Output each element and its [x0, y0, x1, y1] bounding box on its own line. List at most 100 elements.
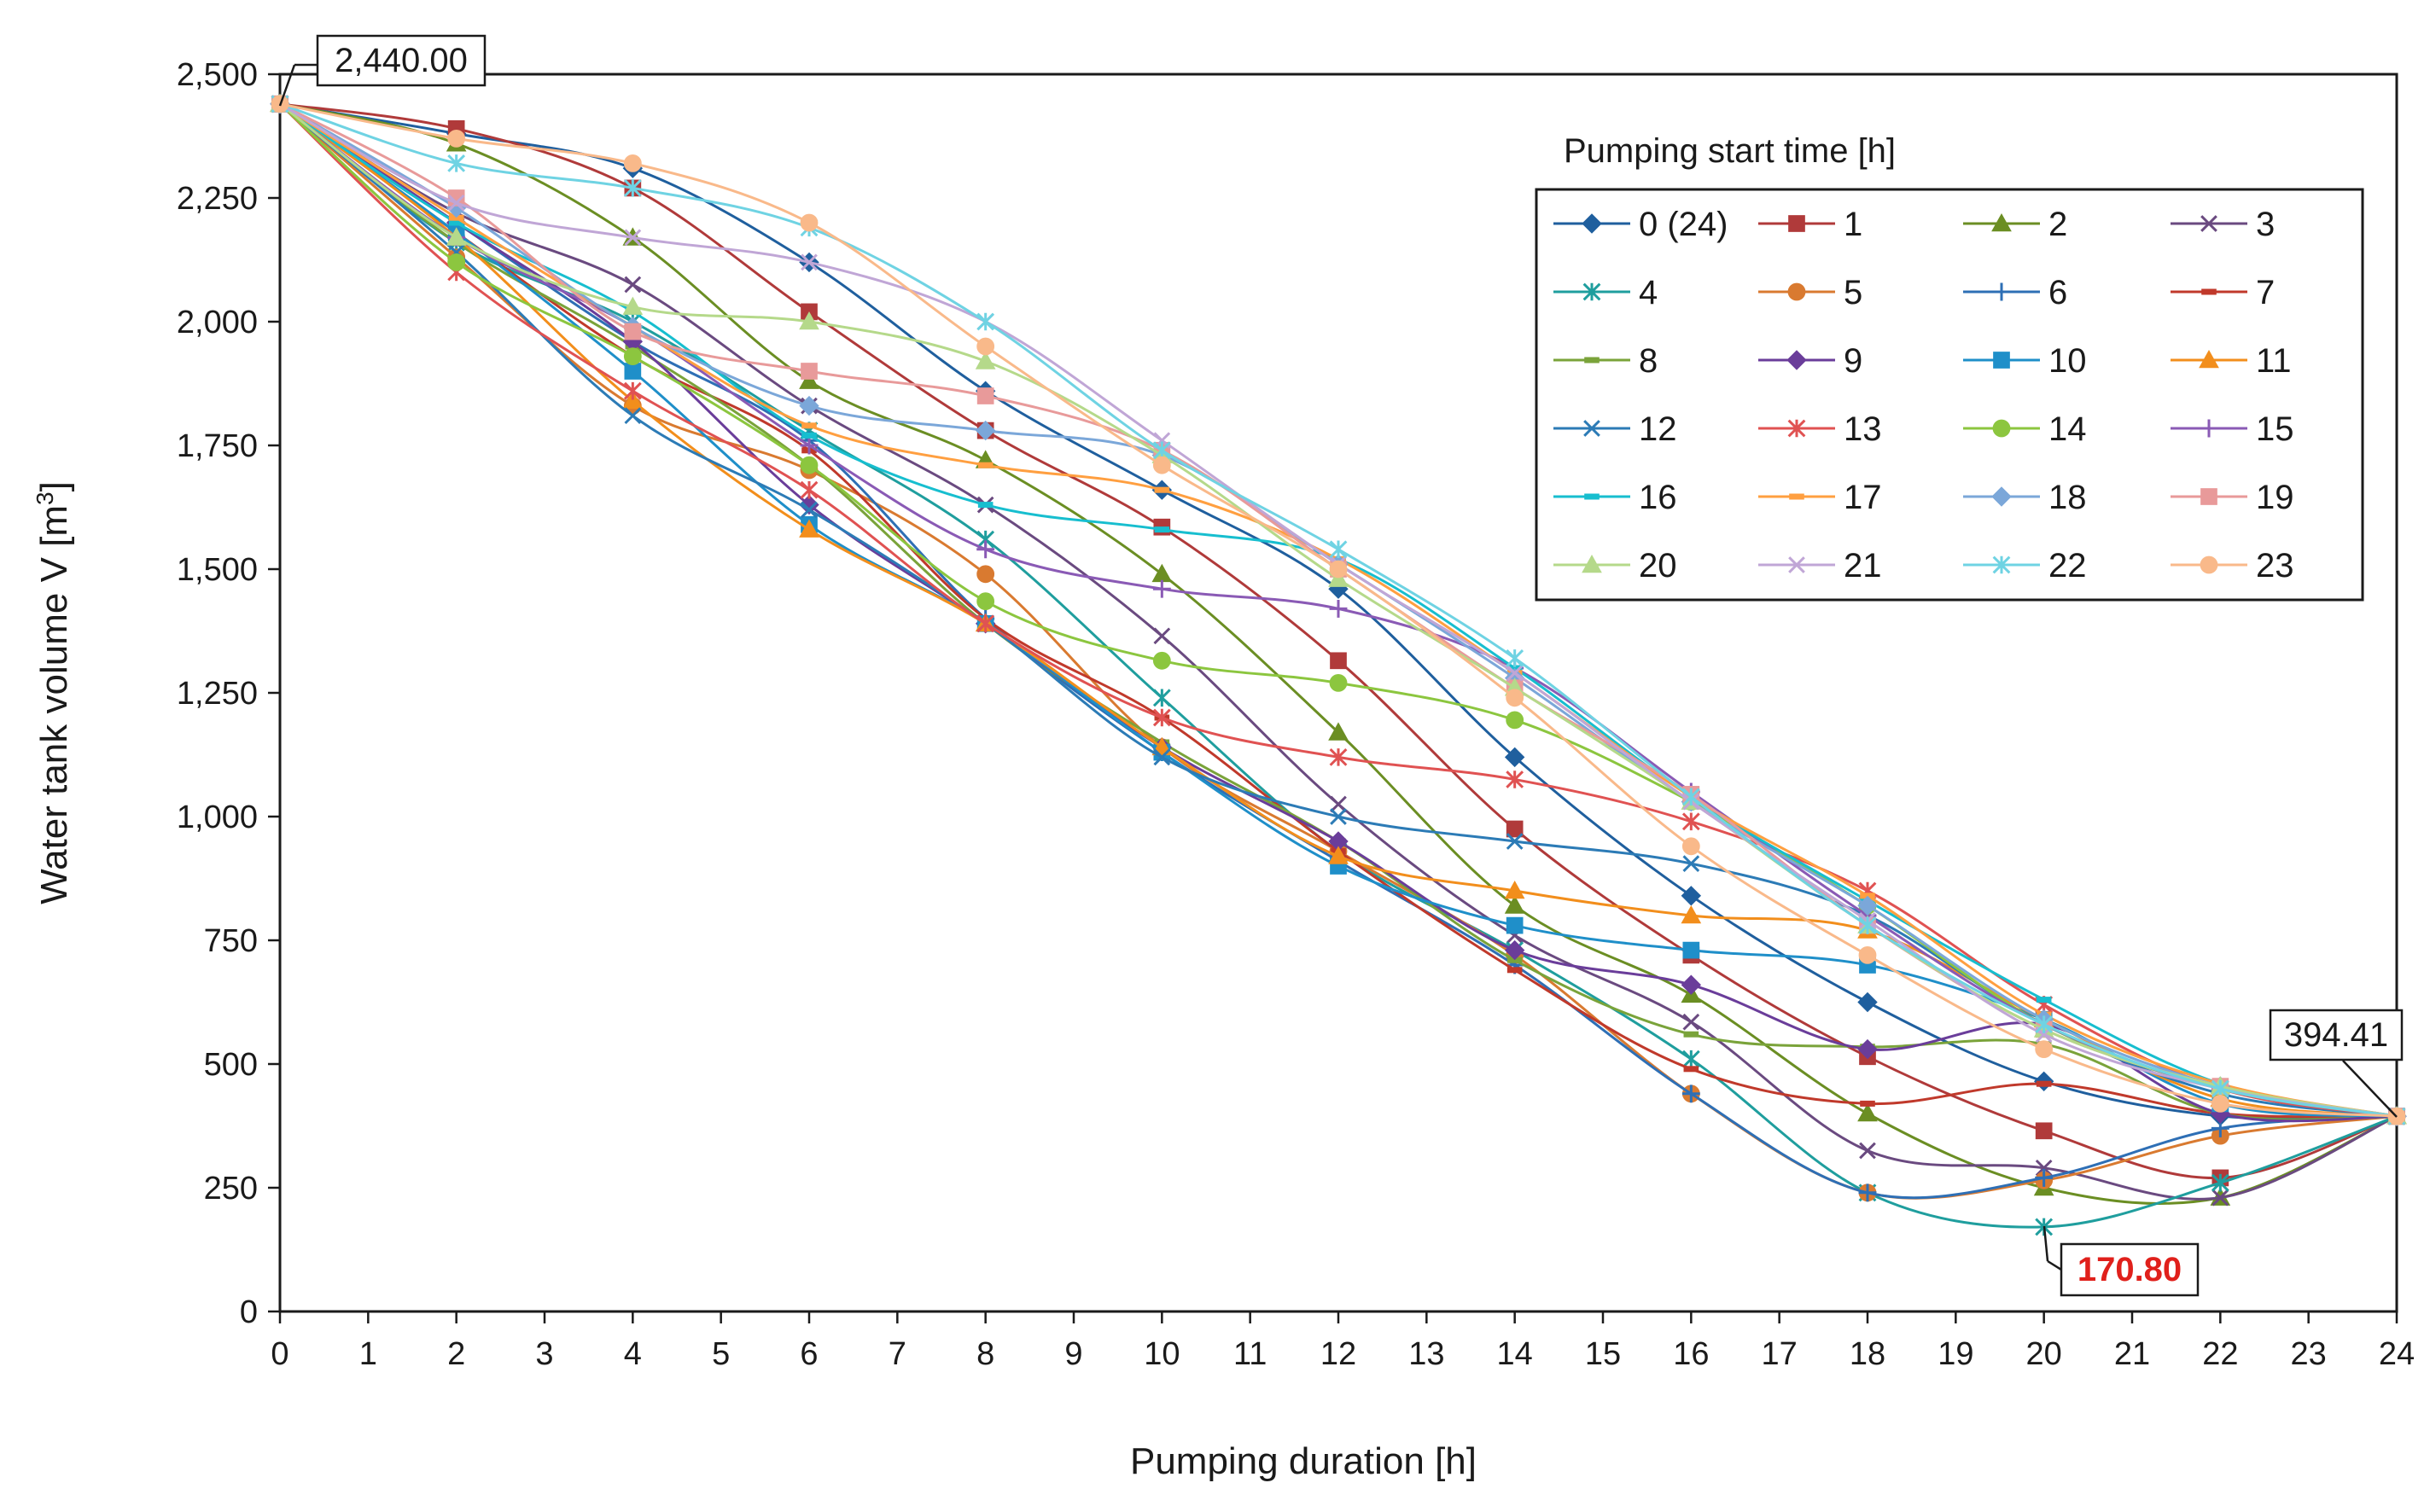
data-point	[2200, 419, 2218, 438]
y-tick-label: 1,500	[177, 552, 258, 588]
legend-item: 18	[1963, 479, 2087, 516]
data-point	[1993, 352, 2010, 369]
data-point	[624, 229, 642, 247]
legend-item: 10	[1963, 342, 2087, 380]
data-point	[1330, 808, 1347, 825]
data-point	[1681, 1085, 1700, 1103]
legend-item: 7	[2171, 274, 2275, 311]
y-tick-label: 500	[204, 1047, 258, 1083]
legend-label: 17	[1844, 479, 1882, 516]
legend-label: 2	[2048, 206, 2067, 243]
data-point	[1152, 689, 1171, 707]
data-point	[800, 480, 819, 499]
data-point	[801, 253, 818, 271]
data-point	[1787, 282, 1806, 301]
data-point	[446, 227, 467, 246]
data-point	[976, 337, 995, 356]
y-axis-title: Water tank volume V [m3]	[32, 481, 75, 904]
legend-label: 0 (24)	[1639, 206, 1728, 243]
data-point	[1681, 886, 1702, 906]
legend-item: 23	[2171, 547, 2294, 584]
data-point	[1329, 674, 1348, 692]
data-point	[801, 501, 818, 519]
legend-label: 5	[1844, 274, 1862, 311]
data-point	[1682, 855, 1700, 872]
data-point	[2200, 215, 2217, 232]
start-value-label: 2,440.00	[335, 42, 468, 79]
data-point	[622, 390, 644, 410]
legend-label: 3	[2256, 206, 2275, 243]
axis-ticks: 0 1 2 3 4 5 6 7 8 9 10 11 12 13 14 15 16 17 18 19 20 21 22 23 24…	[177, 57, 2415, 1372]
legend-label: 8	[1639, 342, 1658, 380]
data-point	[1328, 722, 1349, 741]
data-point	[1858, 916, 1877, 935]
data-point	[1681, 974, 1702, 995]
data-point	[2211, 1079, 2229, 1098]
data-point	[1152, 708, 1171, 727]
data-point	[799, 494, 819, 515]
data-point	[1858, 946, 1877, 964]
data-point	[1330, 795, 1347, 813]
legend-item: 22	[1963, 547, 2087, 584]
data-point	[1681, 837, 1700, 856]
y-tick-label: 1,250	[177, 676, 258, 712]
data-point	[1789, 493, 1804, 500]
data-point	[1681, 904, 1702, 924]
data-point	[1683, 1066, 1699, 1073]
x-axis-title: Pumping duration [h]	[1130, 1440, 1477, 1482]
data-point	[2035, 1015, 2054, 1034]
y-tick-label: 1,000	[177, 800, 258, 835]
data-point	[801, 363, 818, 380]
legend-title: Pumping start time [h]	[1564, 132, 1896, 170]
data-point	[623, 347, 642, 366]
data-point	[447, 130, 466, 148]
x-tick-label: 16	[1673, 1336, 1709, 1372]
data-point	[2035, 1168, 2054, 1187]
data-point	[1151, 736, 1173, 756]
data-point	[976, 592, 995, 611]
data-point	[1584, 493, 1600, 500]
data-point	[2201, 288, 2217, 295]
legend-label: 11	[2256, 342, 2292, 380]
x-tick-label: 24	[2379, 1336, 2415, 1372]
legend-label: 4	[1639, 274, 1658, 311]
legend-item: 11	[2171, 342, 2292, 380]
data-point	[976, 540, 995, 559]
data-point	[1788, 215, 1805, 232]
x-tick-label: 8	[976, 1336, 994, 1372]
data-point	[1858, 1183, 1877, 1202]
data-point	[1506, 711, 1524, 730]
legend-label: 6	[2048, 274, 2067, 311]
data-point	[1506, 689, 1524, 707]
y-tick-label: 0	[240, 1294, 258, 1330]
data-point	[1152, 579, 1171, 598]
data-point	[1506, 967, 1523, 974]
data-point	[2211, 1173, 2229, 1192]
data-point	[2036, 997, 2052, 1003]
data-point	[1329, 747, 1348, 766]
legend-label: 13	[1844, 410, 1882, 448]
data-point	[2200, 488, 2217, 505]
data-point	[977, 462, 994, 468]
legend-item: 14	[1963, 410, 2087, 448]
data-point	[623, 178, 642, 197]
data-point	[799, 311, 819, 330]
legend-item: 3	[2171, 206, 2275, 243]
y-tick-label: 2,250	[177, 181, 258, 217]
x-tick-label: 9	[1064, 1336, 1082, 1372]
legend-label: 7	[2256, 274, 2275, 311]
legend-item: 15	[2171, 410, 2294, 448]
legend-item: 2	[1963, 206, 2067, 243]
minimum-value-label: 170.80	[2077, 1251, 2182, 1288]
data-point	[801, 432, 817, 439]
data-point	[800, 456, 819, 474]
data-point	[1582, 554, 1602, 573]
data-point	[2036, 1080, 2052, 1087]
legend-item: 12	[1553, 410, 1677, 448]
data-point	[800, 213, 819, 232]
data-point	[1506, 916, 1524, 934]
data-point	[2035, 1040, 2054, 1058]
data-point	[1154, 526, 1170, 533]
data-point	[976, 614, 995, 633]
